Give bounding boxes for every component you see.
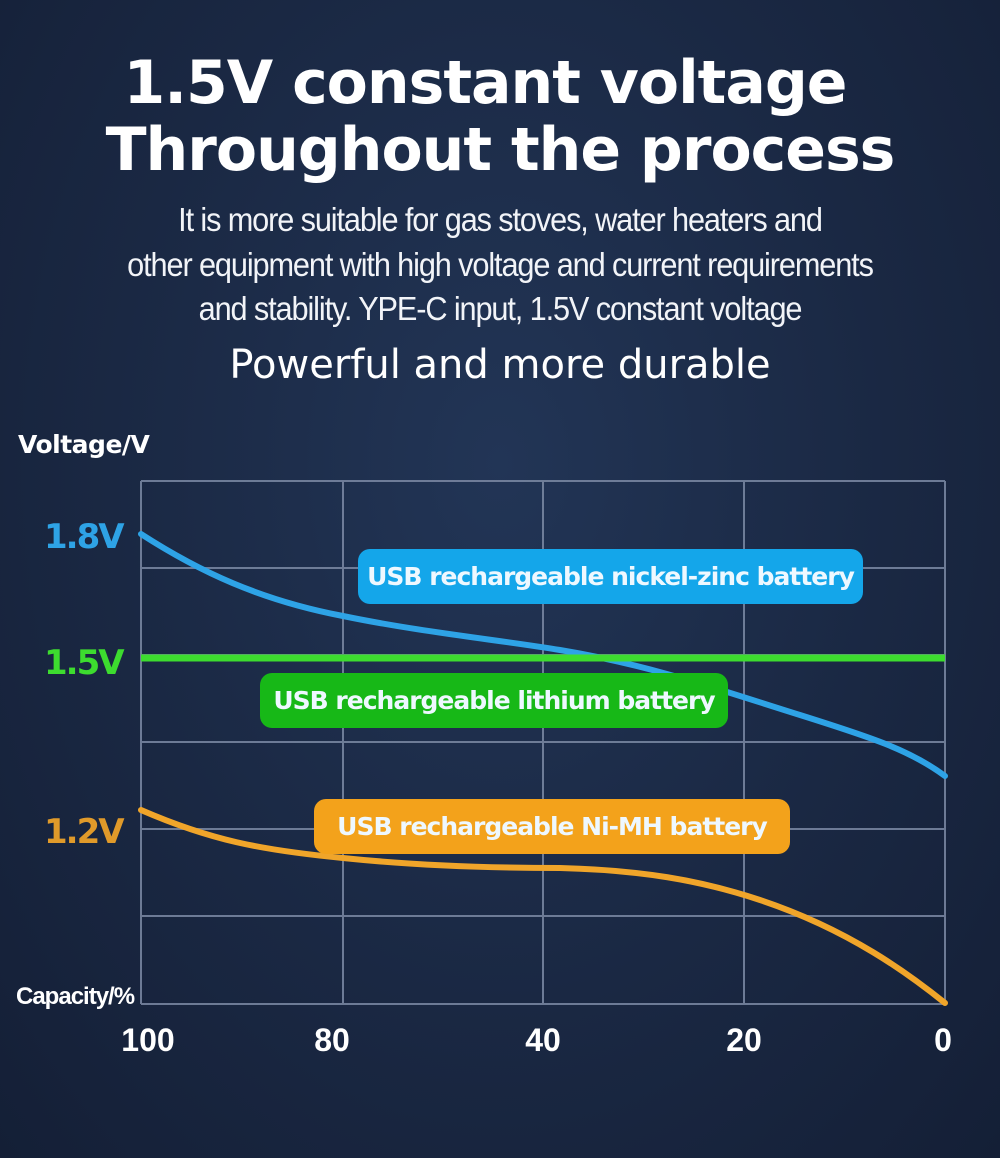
y-tick-1-2v: 1.2V bbox=[44, 812, 125, 852]
headline-line-1: 1.5V constant voltage bbox=[123, 48, 848, 118]
legend-lithium: USB rechargeable lithium battery bbox=[260, 673, 728, 728]
legend-nimh: USB rechargeable Ni-MH battery bbox=[314, 799, 790, 854]
y-axis-label: Voltage/V bbox=[18, 430, 150, 459]
x-tick-80: 80 bbox=[314, 1022, 350, 1058]
y-tick-1-8v: 1.8V bbox=[44, 517, 125, 557]
x-tick-20: 20 bbox=[726, 1022, 762, 1058]
tagline: Powerful and more durable bbox=[229, 342, 771, 388]
x-tick-40: 40 bbox=[525, 1022, 561, 1058]
headline-line-2: Throughout the process bbox=[105, 115, 896, 185]
description-line-2: other equipment with high voltage and cu… bbox=[127, 246, 874, 283]
x-tick-0: 0 bbox=[934, 1022, 952, 1058]
nimh-curve bbox=[138, 807, 948, 1006]
x-axis-label: Capacity/% bbox=[16, 983, 135, 1010]
nickel-zinc-curve bbox=[138, 531, 948, 779]
y-tick-1-5v: 1.5V bbox=[44, 643, 125, 683]
legend-nickel-zinc: USB rechargeable nickel-zinc battery bbox=[358, 549, 863, 604]
description-line-3: and stability. YPE-C input, 1.5V constan… bbox=[198, 290, 803, 327]
description-line-1: It is more suitable for gas stoves, wate… bbox=[178, 201, 823, 238]
x-tick-100: 100 bbox=[121, 1022, 175, 1058]
